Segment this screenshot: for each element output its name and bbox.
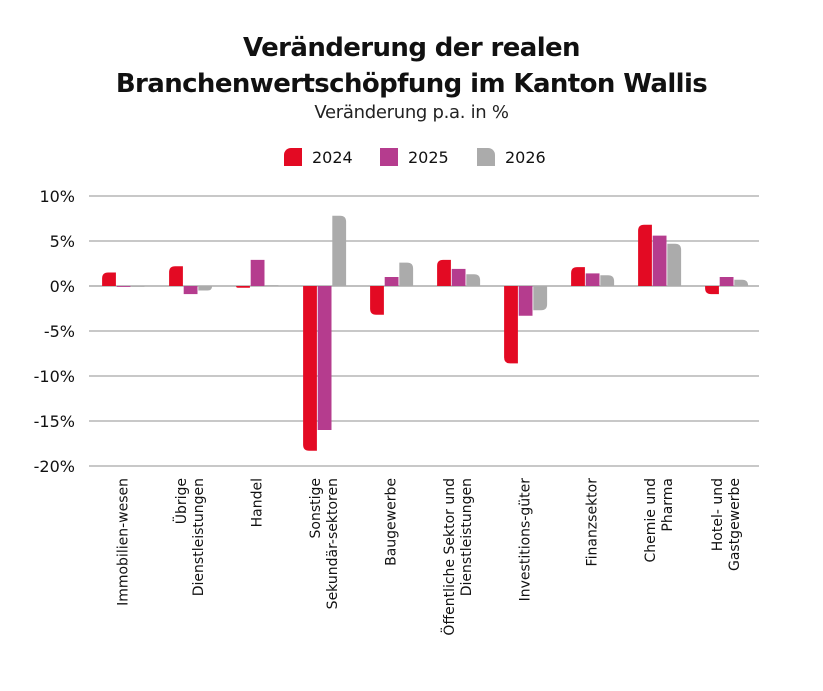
- bar-2024-6: [504, 286, 518, 364]
- bar-2026-6: [533, 286, 548, 311]
- chart-title-line-2: Branchenwertschöpfung im Kanton Wallis: [115, 69, 708, 99]
- x-tick-label-line: Finanzsektor: [585, 478, 601, 567]
- bar-2026-1: [198, 286, 213, 291]
- x-tick-label: Hotel- und Gastgewerbe: [710, 478, 743, 571]
- y-axis: 10% 5% 0% -5% -10% -15% -20%: [34, 187, 75, 476]
- legend-swatch-2026: [477, 148, 495, 166]
- gridlines: [89, 195, 759, 467]
- x-tick-label-line: Investitions-güter: [518, 478, 534, 602]
- bar-2024-4: [370, 286, 384, 315]
- bar-2024-8: [638, 224, 652, 286]
- bar-2026-7: [600, 275, 615, 286]
- bar-2025-5: [451, 268, 466, 286]
- legend: 2024 2025 2026: [0, 146, 823, 168]
- y-tick-label: -5%: [44, 322, 75, 341]
- x-tick-label-line: Chemie und: [643, 478, 659, 563]
- chart-title-line-1: Veränderung der realen: [243, 33, 581, 63]
- bar-2026-5: [466, 274, 481, 286]
- x-tick-label-line: Gastgewerbe: [727, 478, 743, 571]
- bars: [102, 215, 749, 451]
- bar-2025-9: [719, 277, 734, 286]
- x-tick-label: Öffentliche Sektor und Dienstleistungen: [440, 478, 475, 636]
- chart-subtitle: Veränderung p.a. in %: [314, 102, 509, 123]
- bar-2024-1: [169, 266, 183, 286]
- y-tick-label: -15%: [34, 412, 75, 431]
- bar-2025-3: [317, 286, 332, 430]
- x-tick-label-line: Öffentliche Sektor und: [440, 478, 458, 636]
- bar-2025-8: [652, 235, 667, 286]
- x-tick-label: Handel: [250, 478, 266, 527]
- x-tick-label-line: Übrige: [172, 478, 190, 524]
- x-tick-label-line: Pharma: [660, 478, 676, 532]
- bar-2025-4: [384, 277, 399, 286]
- bar-2026-3: [332, 215, 347, 286]
- x-tick-label-line: Dienstleistungen: [191, 478, 207, 596]
- y-tick-label: -10%: [34, 367, 75, 386]
- bar-2025-2: [250, 259, 265, 286]
- x-tick-label-line: Immobilien-wesen: [116, 478, 132, 606]
- x-tick-label: Übrige Dienstleistungen: [172, 478, 207, 596]
- legend-swatch-2024: [284, 148, 302, 166]
- y-tick-label: 0%: [50, 277, 75, 296]
- legend-item-2026: 2026: [477, 146, 546, 168]
- legend-label-2026: 2026: [505, 147, 546, 167]
- bar-2026-0: [131, 286, 146, 287]
- bar-2025-7: [585, 273, 600, 286]
- bar-2024-9: [705, 286, 719, 295]
- bar-2024-0: [102, 272, 116, 286]
- x-tick-label-line: Hotel- und: [710, 478, 726, 551]
- bar-2024-3: [303, 286, 317, 451]
- x-tick-label: Immobilien-wesen: [116, 478, 132, 606]
- bar-2025-6: [518, 286, 533, 316]
- legend-swatch-2025: [380, 148, 398, 166]
- y-tick-label: 10%: [39, 187, 75, 206]
- bar-2024-5: [437, 259, 451, 286]
- bar-2025-0: [116, 286, 131, 287]
- y-tick-label: -20%: [34, 457, 75, 476]
- bar-2026-4: [399, 262, 414, 286]
- bar-2026-9: [734, 279, 749, 286]
- bar-2026-8: [667, 243, 682, 286]
- legend-item-2024: 2024: [284, 146, 353, 168]
- x-tick-label: Chemie und Pharma: [643, 478, 676, 563]
- bar-2024-2: [236, 286, 250, 288]
- legend-label-2024: 2024: [312, 147, 353, 167]
- x-axis: Immobilien-wesen Übrige Dienstleistungen Ha…: [116, 478, 744, 636]
- bar-2025-1: [183, 286, 198, 295]
- bar-2024-7: [571, 267, 585, 286]
- x-tick-label: Baugewerbe: [384, 478, 400, 566]
- chart-title: Veränderung der realen Branchenwertschöp…: [0, 30, 823, 102]
- x-tick-label-line: Sekundär-sektoren: [325, 478, 341, 609]
- x-tick-label: Sonstige Sekundär-sektoren: [308, 478, 341, 609]
- x-tick-label: Investitions-güter: [518, 478, 534, 602]
- x-tick-label-line: Baugewerbe: [384, 478, 400, 566]
- legend-item-2025: 2025: [380, 146, 449, 168]
- legend-label-2025: 2025: [408, 147, 449, 167]
- x-tick-label: Finanzsektor: [585, 478, 601, 567]
- x-tick-label-line: Handel: [250, 478, 266, 527]
- y-tick-label: 5%: [50, 232, 75, 251]
- bar-2026-2: [265, 285, 280, 286]
- x-tick-label-line: Sonstige: [308, 478, 324, 539]
- x-tick-label-line: Dienstleistungen: [459, 478, 475, 596]
